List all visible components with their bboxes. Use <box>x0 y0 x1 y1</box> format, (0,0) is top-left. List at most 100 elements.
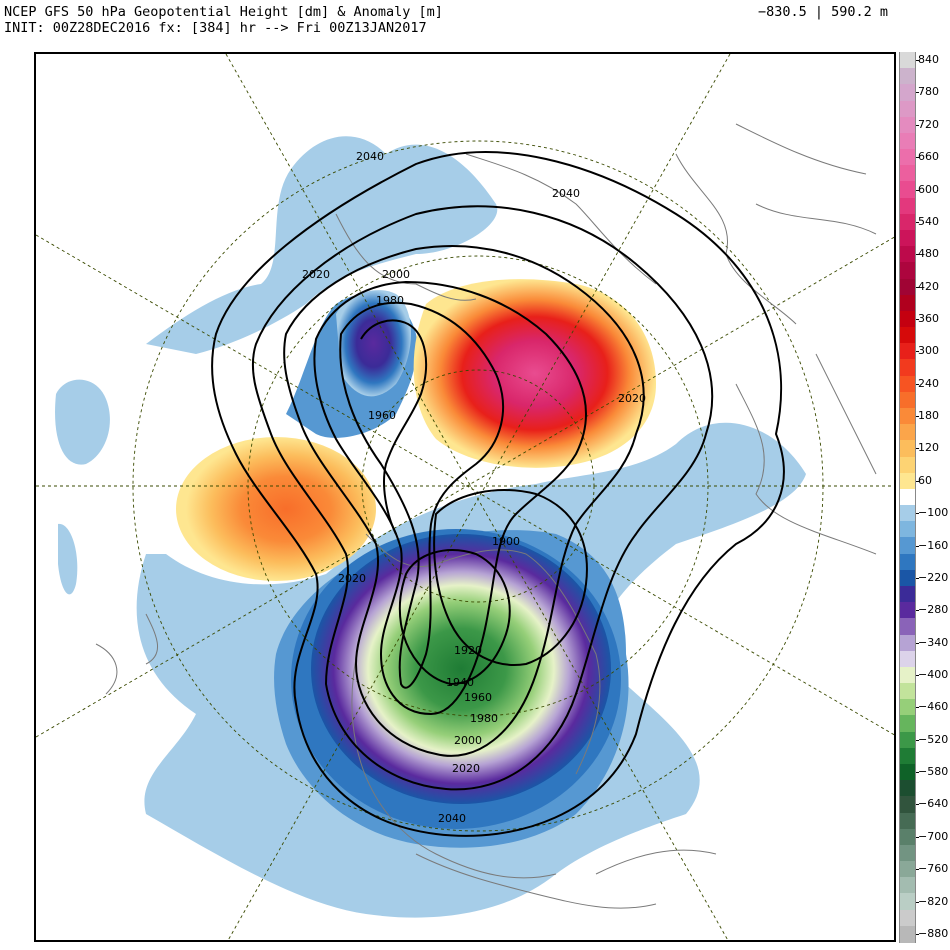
graticule <box>36 54 894 940</box>
colorbar-tick <box>916 416 919 418</box>
colorbar-swatch <box>899 375 916 393</box>
colorbar-tick <box>916 901 919 903</box>
colorbar-swatch <box>899 618 916 636</box>
colorbar-label: −220 <box>918 570 949 584</box>
colorbar-tick <box>916 545 919 547</box>
colorbar-swatch <box>899 278 916 296</box>
anomaly-range-readout: −830.5 | 590.2 m <box>757 4 888 20</box>
contour-label: 2040 <box>356 150 384 163</box>
colorbar-swatch <box>899 699 916 717</box>
contour-label: 1920 <box>454 644 482 657</box>
colorbar-swatch <box>899 844 916 862</box>
colorbar-tick <box>916 189 919 191</box>
colorbar-swatch <box>899 181 916 199</box>
colorbar-label: 240 <box>918 376 939 390</box>
colorbar-swatch <box>899 472 916 490</box>
colorbar-swatch <box>899 149 916 166</box>
colorbar-swatch <box>899 602 916 619</box>
colorbar-tick <box>916 772 919 774</box>
colorbar-swatch <box>899 812 916 830</box>
colorbar-swatch <box>899 553 916 571</box>
colorbar-label: 840 <box>918 53 939 67</box>
title-line-2: INIT: 00Z28DEC2016 fx: [384] hr --> Fri … <box>4 20 427 36</box>
colorbar-tick <box>916 124 919 126</box>
colorbar-swatch <box>899 683 916 700</box>
colorbar-swatch <box>899 747 916 765</box>
colorbar-swatch <box>899 634 916 652</box>
contour-label: 2020 <box>452 762 480 775</box>
anomaly-colorbar: 840 780 720 660 600 540 480 420 360 300 240 180 120 6… <box>899 52 949 943</box>
colorbar-swatch <box>899 764 916 781</box>
colorbar-swatch <box>899 84 916 102</box>
colorbar-tick <box>916 254 919 256</box>
colorbar-tick <box>916 480 919 482</box>
contour-label: 2040 <box>552 187 580 200</box>
colorbar-swatch <box>899 197 916 215</box>
colorbar-tick <box>916 60 919 62</box>
colorbar-tick <box>916 513 919 515</box>
colorbar-swatch <box>899 796 916 814</box>
contour-label: 1980 <box>470 712 498 725</box>
contour-label: 1900 <box>492 535 520 548</box>
colorbar-swatch <box>899 650 916 668</box>
colorbar-label: 600 <box>918 182 939 196</box>
colorbar-label: 360 <box>918 312 939 325</box>
colorbar-label: −700 <box>918 829 949 843</box>
coastlines <box>95 123 877 909</box>
colorbar-swatch <box>899 521 916 539</box>
colorbar-tick <box>916 383 919 385</box>
colorbar-label: −640 <box>918 797 949 811</box>
colorbar-swatch <box>899 828 916 846</box>
colorbar-swatch <box>899 440 916 458</box>
contour-label: 2040 <box>438 812 466 825</box>
colorbar-label: −280 <box>918 603 949 617</box>
colorbar-label: 300 <box>918 344 939 358</box>
colorbar-tick <box>916 804 919 806</box>
colorbar-tick <box>916 92 919 94</box>
colorbar-swatch <box>899 925 916 943</box>
colorbar-label: 60 <box>918 473 932 487</box>
colorbar-tick <box>916 577 919 579</box>
colorbar-swatch <box>899 359 916 377</box>
contour-label: 2000 <box>382 268 410 281</box>
colorbar-swatch <box>899 132 916 150</box>
colorbar-swatch <box>899 893 916 911</box>
contour-label: 1960 <box>368 409 396 422</box>
colorbar-swatch <box>899 408 916 425</box>
colorbar-tick <box>916 610 919 612</box>
contour-label: 1960 <box>464 691 492 704</box>
colorbar-label: 480 <box>918 247 939 261</box>
colorbar-label: −580 <box>918 765 949 779</box>
contour-label: 2020 <box>618 392 646 405</box>
colorbar-tick <box>916 157 919 159</box>
colorbar-swatch <box>899 715 916 733</box>
contour-labels: 2040 2040 2020 2000 1980 1960 2020 1900 … <box>302 150 646 825</box>
colorbar-tick <box>916 319 919 320</box>
anomaly-positive <box>176 279 656 581</box>
colorbar-tick <box>916 221 919 223</box>
colorbar-swatch <box>899 246 916 263</box>
colorbar-label: 120 <box>918 441 939 455</box>
colorbar-label: −160 <box>918 538 949 552</box>
colorbar-tick <box>916 286 919 288</box>
colorbar-swatch <box>899 165 916 183</box>
colorbar-label: 540 <box>918 214 939 228</box>
colorbar-swatch <box>899 343 916 361</box>
colorbar-swatch <box>899 666 916 684</box>
colorbar-label: −820 <box>918 894 949 908</box>
colorbar-label: −760 <box>918 862 949 876</box>
colorbar-label: 660 <box>918 150 939 164</box>
colorbar-swatch <box>899 213 916 231</box>
colorbar-tick <box>916 836 919 838</box>
colorbar-label: −520 <box>918 732 949 746</box>
colorbar-label: −460 <box>918 700 949 714</box>
colorbar-swatch <box>899 569 916 587</box>
colorbar-tick <box>916 448 919 450</box>
colorbar-swatch <box>899 586 916 603</box>
colorbar-swatch <box>899 230 916 247</box>
colorbar-swatch <box>899 52 916 69</box>
colorbar-label: 420 <box>918 279 939 293</box>
colorbar-swatch <box>899 877 916 895</box>
colorbar-swatch <box>899 731 916 749</box>
colorbar-tick <box>916 675 919 676</box>
